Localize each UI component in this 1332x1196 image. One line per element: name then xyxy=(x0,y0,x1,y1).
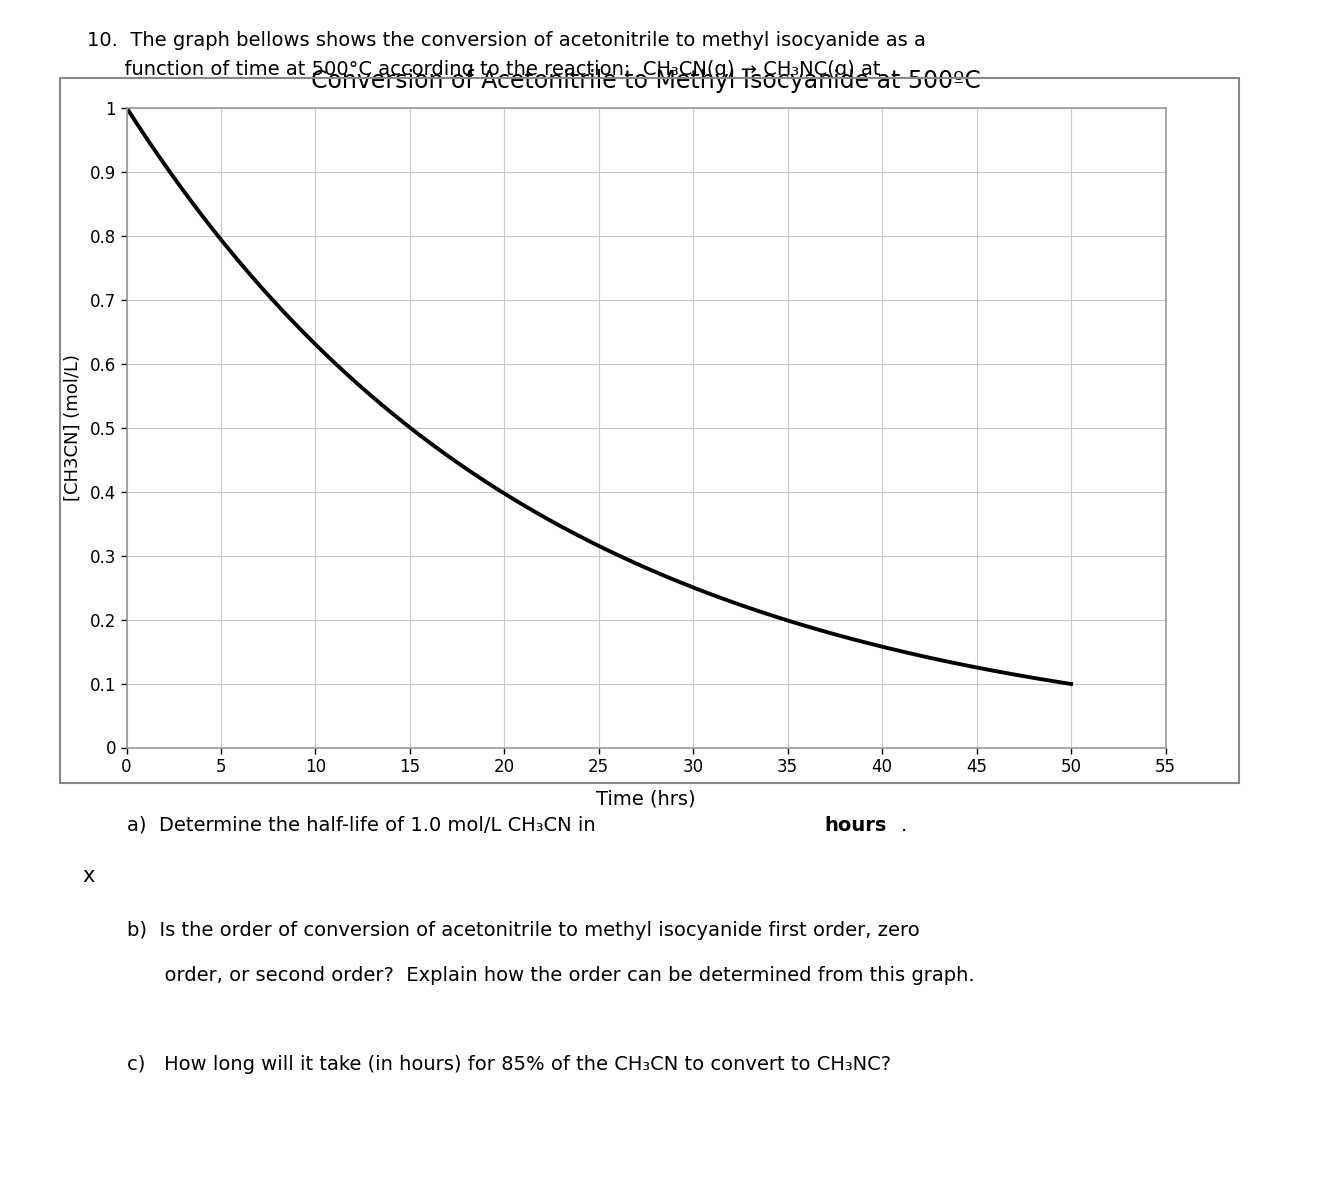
Text: a)  Determine the half-life of 1.0 mol/L CH₃CN in: a) Determine the half-life of 1.0 mol/L … xyxy=(127,816,602,835)
Text: c)   How long will it take (in hours) for 85% of the CH₃CN to convert to CH₃NC?: c) How long will it take (in hours) for … xyxy=(127,1055,891,1074)
Text: x: x xyxy=(83,866,95,886)
Title: Conversion of Acetonitrile to Methyl Isocyanide at 500ºC: Conversion of Acetonitrile to Methyl Iso… xyxy=(312,69,980,93)
Y-axis label: [CH3CN] (mol/L): [CH3CN] (mol/L) xyxy=(64,354,81,501)
Text: order, or second order?  Explain how the order can be determined from this graph: order, or second order? Explain how the … xyxy=(127,966,974,986)
Text: 10.  The graph bellows shows the conversion of acetonitrile to methyl isocyanide: 10. The graph bellows shows the conversi… xyxy=(87,31,926,50)
Text: function of time at 500°C according to the reaction:  CH₃CN(g) → CH₃NC(g) at: function of time at 500°C according to t… xyxy=(87,60,880,79)
Text: hours: hours xyxy=(825,816,887,835)
Text: .: . xyxy=(900,816,907,835)
Text: b)  Is the order of conversion of acetonitrile to methyl isocyanide first order,: b) Is the order of conversion of acetoni… xyxy=(127,921,919,940)
X-axis label: Time (hrs): Time (hrs) xyxy=(597,789,695,808)
